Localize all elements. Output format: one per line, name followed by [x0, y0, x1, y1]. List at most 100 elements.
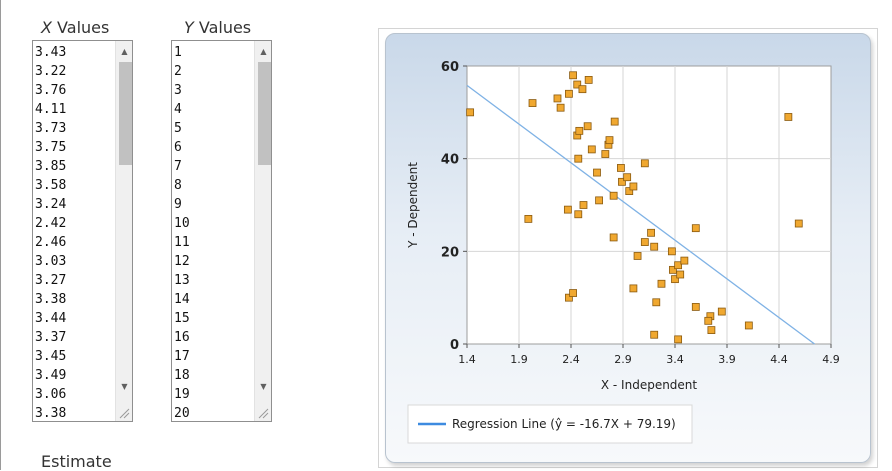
data-point — [553, 94, 562, 103]
list-item: 1 — [174, 45, 182, 60]
data-point — [617, 164, 625, 172]
data-point — [647, 228, 655, 237]
list-item: 3.24 — [35, 197, 67, 212]
data-point — [587, 145, 596, 154]
data-point — [574, 154, 583, 163]
data-point — [629, 284, 638, 293]
data-point — [584, 76, 593, 84]
y-values-scrollbar[interactable]: ▲ ▼ — [254, 41, 271, 421]
list-item: 9 — [174, 197, 182, 212]
data-point — [528, 99, 537, 107]
scroll-down-arrow-icon[interactable]: ▼ — [121, 382, 128, 391]
data-point — [583, 122, 592, 131]
data-point — [691, 224, 700, 233]
x-tick-label: 4.9 — [822, 353, 840, 366]
data-point — [667, 247, 676, 256]
data-point — [593, 168, 601, 177]
list-item: 3.44 — [35, 311, 67, 326]
list-item: 2.46 — [35, 235, 67, 250]
data-point — [657, 279, 666, 288]
list-item: 11 — [174, 235, 190, 250]
list-item: 14 — [174, 292, 190, 307]
data-point — [680, 256, 689, 265]
data-point — [671, 275, 679, 284]
y-tick-label: 40 — [441, 153, 459, 168]
list-item: 17 — [174, 349, 190, 364]
regression-chart-card: 1.4 1.9 2.4 2.9 3.4 3.9 4.4 4.9 0 20 40 60 X - Indep… — [378, 28, 878, 468]
data-point — [610, 117, 619, 126]
scroll-up-arrow-icon[interactable]: ▲ — [260, 47, 267, 56]
plot-area — [466, 65, 832, 345]
scroll-down-arrow-icon[interactable]: ▼ — [260, 382, 267, 391]
x-axis-label: X - Independent — [601, 378, 698, 392]
list-item: 3.03 — [35, 254, 67, 269]
x-values-label: X Values — [41, 18, 110, 37]
data-point — [605, 136, 614, 145]
data-point — [676, 270, 685, 279]
x-values-textarea[interactable]: 3.43 3.22 3.76 4.11 3.73 3.75 3.85 3.58 3.24 2.42… — [32, 40, 133, 422]
y-tick-label: 60 — [441, 60, 459, 75]
list-item: 16 — [174, 330, 190, 345]
data-point — [717, 307, 726, 316]
list-item: 10 — [174, 216, 190, 231]
data-point — [650, 242, 659, 251]
data-point — [674, 261, 683, 270]
y-values-textarea[interactable]: 1 2 3 4 5 6 7 8 9 10 11 12 13 14 15 16 17 18 19 20 ▲ ▼ — [171, 40, 272, 422]
list-item: 4 — [174, 102, 182, 117]
data-point — [609, 233, 618, 242]
data-point — [629, 182, 638, 191]
window-left-border — [0, 0, 1, 470]
x-tick-label: 1.4 — [458, 353, 476, 366]
data-point — [579, 201, 588, 209]
list-item: 15 — [174, 311, 190, 326]
list-item: 13 — [174, 273, 190, 288]
x-tick-label: 4.4 — [770, 353, 788, 366]
x-tick-label: 1.9 — [510, 353, 528, 366]
scatter-chart: 1.4 1.9 2.4 2.9 3.4 3.9 4.4 4.9 0 20 40 60 X - Indep… — [406, 60, 840, 444]
y-values-scroll-thumb[interactable] — [258, 62, 271, 165]
data-point — [578, 85, 587, 94]
data-point — [784, 113, 793, 121]
data-point — [704, 316, 713, 325]
list-item: 3.75 — [35, 140, 67, 155]
data-point — [623, 173, 632, 182]
legend-label: Regression Line (ŷ = -16.7X + 79.19) — [452, 417, 676, 431]
data-point — [794, 219, 803, 228]
data-point — [691, 303, 700, 311]
y-tick-label: 20 — [441, 245, 459, 260]
list-item: 20 — [174, 406, 190, 421]
data-point — [650, 330, 659, 339]
regression-line — [466, 84, 815, 345]
data-point — [466, 108, 475, 117]
data-point — [609, 191, 618, 200]
list-item: 3.49 — [35, 368, 67, 383]
x-tick-label: 3.4 — [666, 353, 684, 366]
resize-grip-icon[interactable] — [255, 405, 270, 420]
data-point — [565, 293, 573, 302]
list-item: 3.06 — [35, 387, 67, 402]
y-axis-label: Y - Dependent — [406, 162, 420, 249]
x-values-list: 3.43 3.22 3.76 4.11 3.73 3.75 3.85 3.58 3.24 2.42… — [35, 43, 115, 421]
list-item: 18 — [174, 368, 190, 383]
data-point — [625, 187, 634, 196]
list-item: 6 — [174, 140, 182, 155]
scroll-up-arrow-icon[interactable]: ▲ — [121, 47, 128, 56]
list-item: 3.58 — [35, 178, 67, 193]
data-point — [669, 265, 677, 274]
list-item: 19 — [174, 387, 190, 402]
estimate-label: Estimate — [41, 452, 112, 471]
list-item: 12 — [174, 254, 190, 269]
list-item: 3.76 — [35, 83, 67, 98]
x-values-scroll-thumb[interactable] — [119, 62, 132, 165]
x-tick-label: 3.9 — [718, 353, 736, 366]
list-item: 3.45 — [35, 349, 67, 364]
resize-grip-icon[interactable] — [116, 405, 131, 420]
data-point — [601, 150, 610, 158]
list-item: 3.43 — [35, 45, 67, 60]
data-point — [707, 326, 716, 335]
data-point — [595, 196, 603, 205]
list-item: 3.27 — [35, 273, 67, 288]
list-item: 4.11 — [35, 102, 67, 117]
list-item: 2.42 — [35, 216, 67, 231]
x-values-scrollbar[interactable]: ▲ ▼ — [115, 41, 132, 421]
